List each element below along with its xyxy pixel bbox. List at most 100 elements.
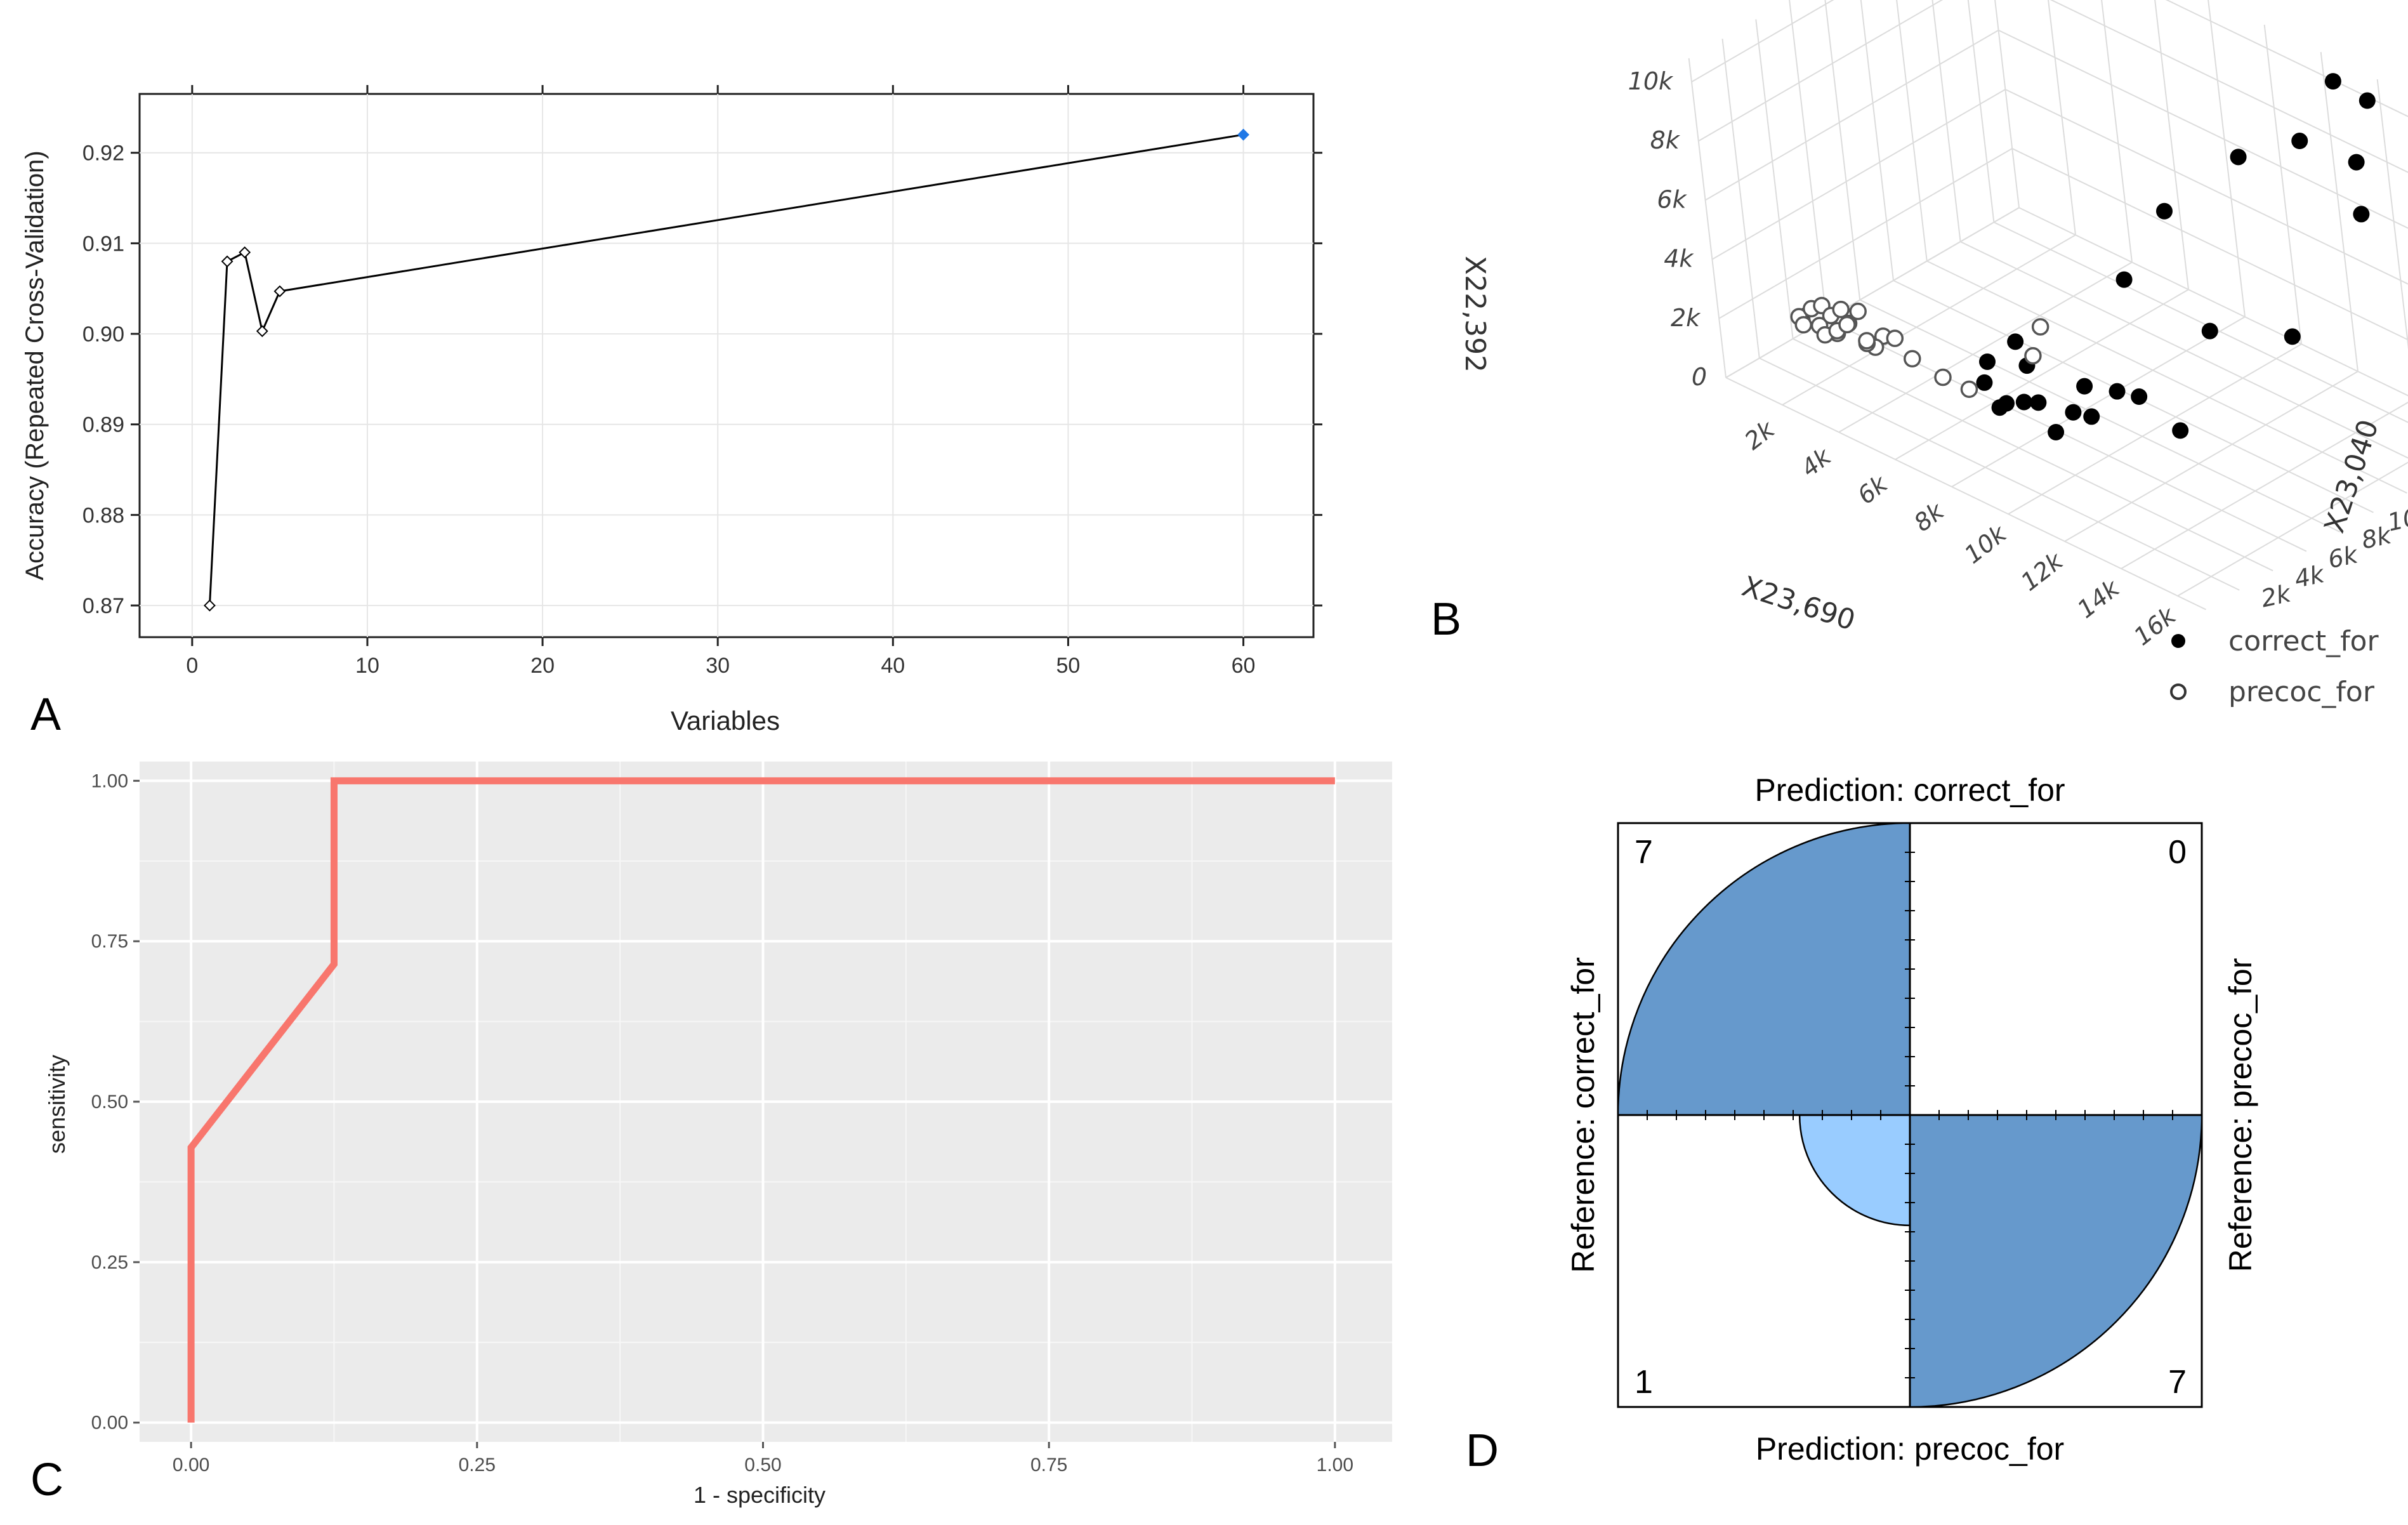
legend-marker-precoc-for [2170, 683, 2187, 700]
cell-count-top-right: 0 [2168, 834, 2187, 871]
panel-b-back-wall-gridline [1994, 0, 2020, 208]
panel-b-axis-ticks: 2k4k6k8k10k12k14k16k2k4k6k8k10k12k14k16k… [1628, 67, 2408, 651]
panel-b-x-tick-label: 14k [2072, 574, 2126, 624]
panel-d-left-label: Reference: correct_for [1565, 957, 1601, 1272]
panel-c-y-tick-label: 0.00 [91, 1413, 128, 1434]
panel-c-y-tick-label: 0.50 [91, 1092, 128, 1112]
panel-b-side-wall-gridline [1725, 207, 2020, 378]
panel-b-z-tick-label: 2k [1671, 304, 1701, 332]
panel-b-floor-gridline [1960, 241, 2408, 459]
cell-count-top-left: 7 [1635, 834, 1653, 871]
panel-a-point [204, 599, 216, 612]
panel-b-point-precoc-for [1849, 302, 1867, 320]
panel-b-point-precoc-for [2024, 347, 2042, 365]
panel-b-back-wall-gridline [2049, 0, 2408, 173]
panel-b-floor-gridline [1859, 299, 2341, 533]
panel-a-x-tick-label: 0 [186, 654, 198, 678]
panel-c-x-tick-label: 0.50 [744, 1455, 781, 1475]
panel-d-sector-bottom-left [1798, 1114, 1911, 1227]
panel-b-side-wall-gridline [1755, 19, 1794, 339]
panel-b-floor-gridline [1725, 377, 2206, 611]
panel-a-accuracy-line [208, 133, 1244, 606]
panel-b-floor-gridline [2008, 343, 2302, 515]
panel-a-x-tick-label: 60 [1232, 654, 1256, 678]
panel-b-point-correct-for [2076, 378, 2093, 395]
panel-b-floor-gridline [1826, 319, 2307, 552]
panel-b-3d-grid [1688, 0, 2408, 611]
panel-b-side-wall-gridline [1718, 148, 2013, 319]
panel-b-point-correct-for [2109, 383, 2126, 400]
panel-b-point-correct-for [2015, 393, 2032, 411]
panel-b-point-precoc-for [1960, 380, 1978, 399]
panel-b-side-wall-gridline [1860, 0, 1894, 281]
panel-b-point-precoc-for [1858, 332, 1876, 350]
panel-b-y-axis-label: X23,040 [2319, 416, 2385, 537]
panel-b-side-wall-gridline [1931, 0, 1961, 242]
panel-a-y-tick-label: 0.89 [82, 413, 124, 437]
panel-b-back-wall-gridline [2263, 24, 2302, 345]
panel-d-top-label: Prediction: correct_for [1754, 772, 2065, 808]
panel-b-x-tick-label: 8k [1909, 496, 1950, 537]
panel-b-back-wall-gridline [2004, 88, 2408, 285]
legend-marker-correct-for [2171, 634, 2185, 648]
panel-a-plot-frame [138, 93, 1315, 638]
panel-b-floor-gridline [2064, 371, 2359, 542]
panel-c-y-axis-label: sensitivity [44, 1055, 70, 1154]
panel-b-z-tick-label: 10k [1628, 67, 1674, 95]
panel-c-y-tick-label: 0.25 [91, 1252, 128, 1273]
panel-b-back-wall-gridline [1998, 29, 2408, 229]
panel-b-side-wall-gridline [1824, 0, 1861, 300]
panel-b-point-correct-for [2083, 408, 2100, 425]
cell-count-bottom-left: 1 [1635, 1364, 1653, 1401]
panel-a-ticks: 0 10 20 30 40 50 60 0.87 0.88 0.89 0.90 0.91 0.92 [82, 85, 1322, 678]
panel-b-back-wall-gridline [2011, 148, 2408, 341]
panel-c-y-tick-label: 1.00 [91, 770, 128, 791]
panel-a-x-axis-label: Variables [671, 706, 780, 736]
panel-b-point-correct-for [2030, 394, 2047, 411]
panel-a-x-tick-label: 10 [355, 654, 379, 678]
panel-c-ticks: 0.00 0.25 0.50 0.75 1.00 0.00 0.25 0.50 0.75 1.00 [91, 770, 1353, 1475]
panel-a-best-point [1237, 128, 1249, 141]
panel-b-side-wall-gridline [1896, 0, 1928, 261]
cell-count-bottom-right: 7 [2168, 1364, 2187, 1401]
panel-a-x-tick-label: 30 [706, 654, 730, 678]
panel-b-point-correct-for [2156, 202, 2173, 220]
panel-c-x-tick-label: 1.00 [1317, 1455, 1353, 1475]
panel-b-back-wall-gridline [2320, 51, 2359, 372]
panel-b-z-tick-label: 0 [1692, 363, 1707, 391]
panel-b-x-tick-label: 4k [1796, 442, 1837, 482]
panel-a-accuracy-plot: 0 10 20 30 40 50 60 0.87 0.88 0.89 0.90 0.91 0.92 Va… [21, 85, 1322, 740]
panel-a-y-tick-label: 0.87 [82, 594, 124, 618]
panel-b-x-axis-label: X23,690 [1738, 571, 1859, 637]
panel-a-point [239, 246, 251, 259]
panel-c-roc-curve: 0.00 0.25 0.50 0.75 1.00 0.00 0.25 0.50 0.75 1.00… [30, 762, 1392, 1508]
panel-d-center-axes [1617, 822, 2202, 1408]
panel-b-x-tick-label: 6k [1852, 469, 1893, 510]
panel-b-point-precoc-for [1832, 300, 1850, 319]
panel-a-y-tick-label: 0.91 [82, 232, 124, 256]
panel-b-y-tick-label: 8k [2359, 521, 2395, 555]
panel-b-y-tick-label: 4k [2292, 560, 2327, 593]
panel-b-point-correct-for [1991, 399, 2008, 416]
panel-a-y-tick-label: 0.88 [82, 503, 124, 527]
panel-b-3d-scatter: 2k4k6k8k10k12k14k16k2k4k6k8k10k12k14k16k… [1431, 0, 2408, 708]
panel-b-floor-gridline [1838, 261, 2133, 433]
panel-b-point-correct-for [2131, 388, 2148, 405]
panel-b-point-precoc-for [1886, 329, 1904, 347]
panel-b-y-tick-label: 6k [2326, 540, 2361, 574]
panel-d-bottom-label: Prediction: precoc_for [1756, 1431, 2064, 1467]
panel-c-x-tick-label: 0.25 [459, 1455, 496, 1475]
panel-d-sectors [1617, 822, 2203, 1408]
panel-b-back-wall-gridline [2207, 0, 2246, 317]
panel-c-x-tick-label: 0.00 [173, 1455, 209, 1475]
panel-b-side-wall-gridline [1967, 0, 1995, 223]
panel-b-point-correct-for [2291, 133, 2308, 150]
panel-b-x-tick-label: 2k [1739, 414, 1780, 455]
legend-label-precoc-for: precoc_for [2228, 676, 2375, 708]
panel-b-point-correct-for [2172, 422, 2189, 439]
panel-letter-c: C [30, 1455, 63, 1505]
panel-b-point-correct-for [1976, 374, 1993, 391]
panel-d-right-label: Reference: precoc_for [2223, 958, 2258, 1272]
panel-letter-b: B [1431, 594, 1461, 645]
panel-c-x-axis-label: 1 - specificity [694, 1482, 826, 1508]
